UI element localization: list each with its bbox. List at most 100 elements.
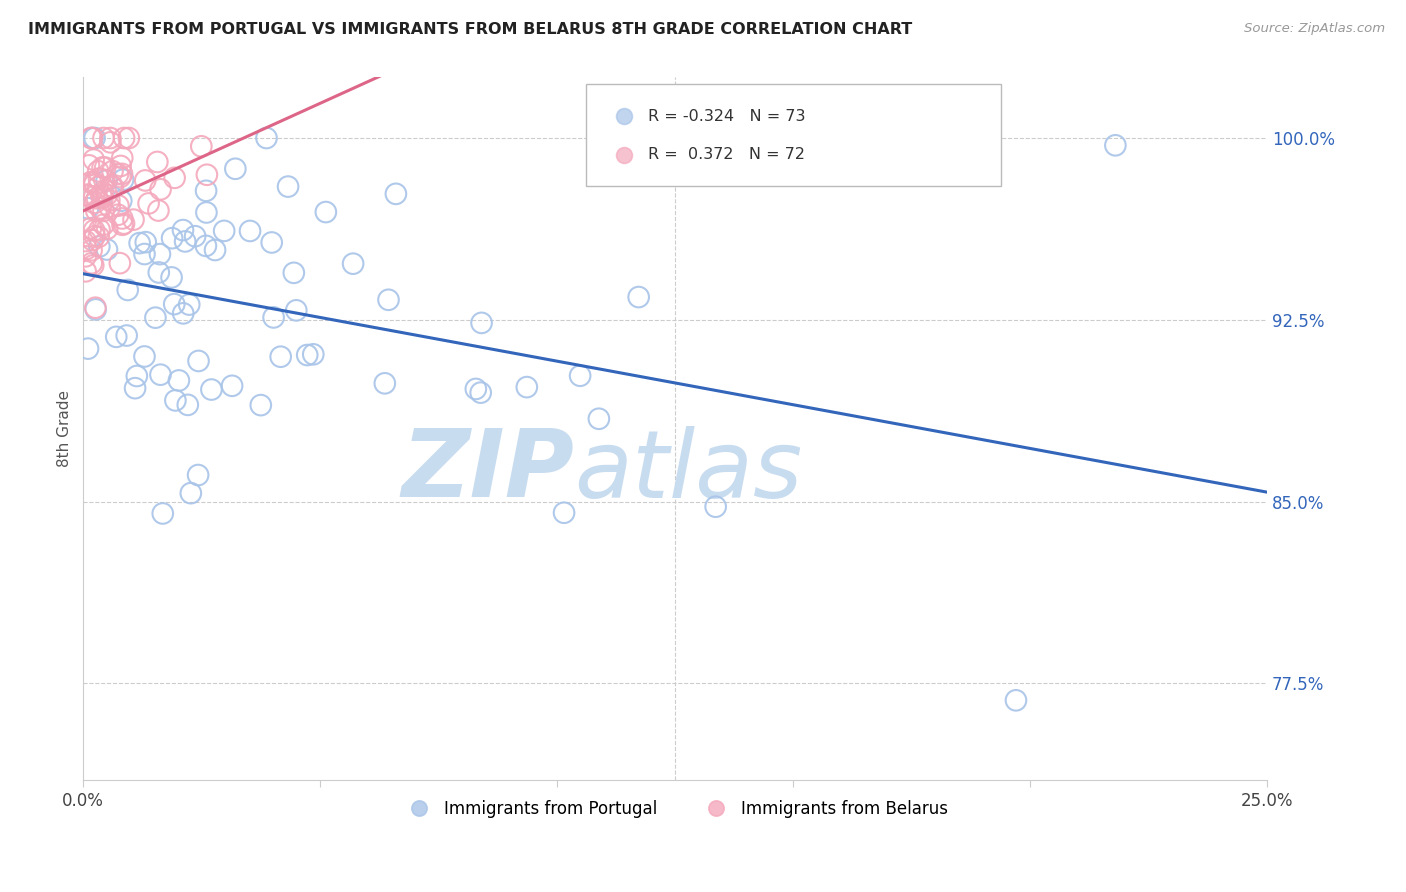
Point xyxy=(118,131,141,145)
FancyBboxPatch shape xyxy=(586,85,1001,186)
Point xyxy=(516,380,538,394)
Point xyxy=(80,244,103,258)
Point xyxy=(87,164,110,178)
Point xyxy=(184,229,207,244)
Point xyxy=(263,310,285,325)
Point xyxy=(83,131,105,145)
Point xyxy=(98,194,121,208)
Point xyxy=(98,200,121,214)
Point xyxy=(96,243,118,257)
Point xyxy=(588,411,610,425)
Point xyxy=(179,297,201,311)
Point xyxy=(145,310,167,325)
Point xyxy=(160,270,183,285)
Point xyxy=(260,235,283,250)
Point xyxy=(117,283,139,297)
Text: R = -0.324   N = 73: R = -0.324 N = 73 xyxy=(648,109,806,124)
Point xyxy=(470,316,492,330)
Point xyxy=(87,171,110,186)
Point xyxy=(148,265,170,279)
Point xyxy=(190,139,212,153)
Point xyxy=(83,223,105,237)
Point xyxy=(87,229,110,244)
Point xyxy=(187,468,209,483)
Point xyxy=(84,301,107,315)
Point xyxy=(91,186,114,200)
Point xyxy=(134,247,156,261)
Point xyxy=(224,161,246,176)
Point xyxy=(93,173,115,187)
Text: IMMIGRANTS FROM PORTUGAL VS IMMIGRANTS FROM BELARUS 8TH GRADE CORRELATION CHART: IMMIGRANTS FROM PORTUGAL VS IMMIGRANTS F… xyxy=(28,22,912,37)
Point xyxy=(135,235,157,250)
Point xyxy=(93,131,115,145)
Point xyxy=(75,187,97,202)
Point xyxy=(302,347,325,361)
Point xyxy=(105,330,128,344)
Point xyxy=(90,188,112,202)
Point xyxy=(385,186,408,201)
Point xyxy=(174,235,197,249)
Point xyxy=(163,297,186,311)
Point xyxy=(80,175,103,189)
Point xyxy=(77,158,100,172)
Point xyxy=(96,173,118,187)
Point xyxy=(86,191,108,205)
Point xyxy=(464,382,486,396)
Point xyxy=(91,161,114,175)
Point xyxy=(187,354,209,368)
Point xyxy=(239,224,262,238)
Point xyxy=(96,187,118,202)
Point xyxy=(90,202,112,216)
Point xyxy=(82,131,104,145)
Point xyxy=(167,374,190,388)
Point xyxy=(83,178,105,192)
Point xyxy=(111,151,134,165)
Point xyxy=(98,131,121,145)
Text: atlas: atlas xyxy=(575,425,803,516)
Point xyxy=(195,168,218,182)
Point xyxy=(111,218,134,232)
Point xyxy=(86,204,108,219)
Point xyxy=(76,242,98,256)
Point xyxy=(285,303,308,318)
Point xyxy=(83,189,105,203)
Point xyxy=(149,182,172,196)
Point xyxy=(107,199,129,213)
Point xyxy=(75,264,97,278)
Point xyxy=(101,164,124,178)
Point xyxy=(82,259,104,273)
Point xyxy=(172,306,194,320)
Point xyxy=(195,205,218,219)
Point xyxy=(146,155,169,169)
Point xyxy=(128,236,150,251)
Point xyxy=(83,229,105,244)
Point xyxy=(160,231,183,245)
Point xyxy=(110,159,132,173)
Point xyxy=(277,179,299,194)
Point xyxy=(138,196,160,211)
Point xyxy=(115,328,138,343)
Point xyxy=(194,239,217,253)
Point xyxy=(108,256,131,270)
Point xyxy=(112,172,135,186)
Point xyxy=(627,290,650,304)
Point xyxy=(124,381,146,395)
Point xyxy=(553,506,575,520)
Point xyxy=(75,249,97,263)
Point xyxy=(87,180,110,194)
Point xyxy=(195,184,218,198)
Point xyxy=(110,194,132,208)
Point xyxy=(80,131,103,145)
Point xyxy=(163,170,186,185)
Point xyxy=(100,136,122,150)
Point xyxy=(101,180,124,194)
Text: R =  0.372   N = 72: R = 0.372 N = 72 xyxy=(648,147,804,162)
Point xyxy=(704,500,727,514)
Point xyxy=(270,350,292,364)
Point xyxy=(83,195,105,210)
Point xyxy=(75,214,97,228)
Point xyxy=(569,368,592,383)
Point xyxy=(112,217,135,231)
Point xyxy=(165,393,187,408)
Point xyxy=(76,188,98,202)
